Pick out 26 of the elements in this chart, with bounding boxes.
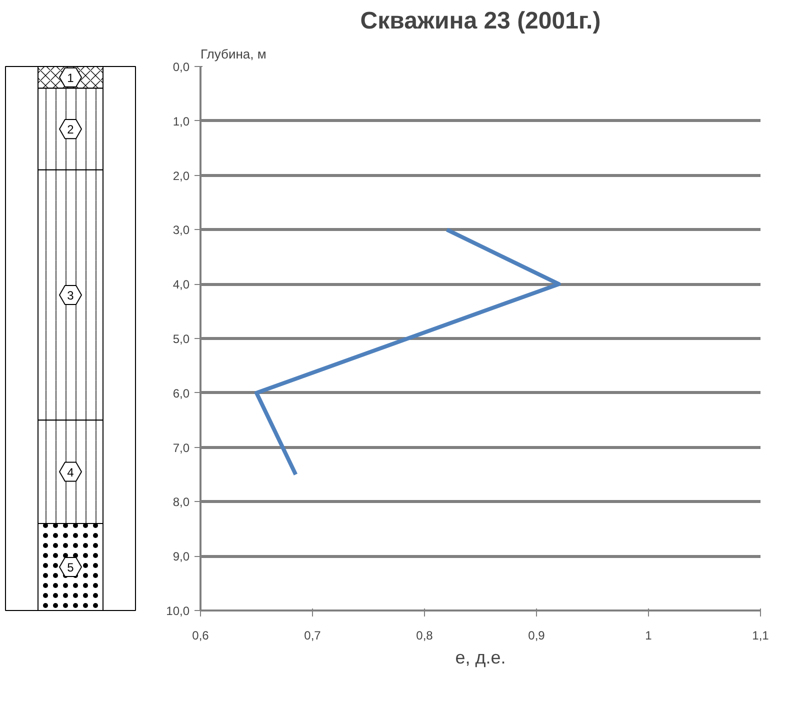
y-tick-label: 10,0 xyxy=(166,604,190,618)
series-label: 3 xyxy=(67,288,74,302)
y-axis-title: Глубина, м xyxy=(200,46,266,62)
series-label: 5 xyxy=(67,560,74,574)
y-tick-label: 2,0 xyxy=(172,168,190,183)
x-tick-label: 0,7 xyxy=(304,628,322,642)
y-tick-label: 1,0 xyxy=(172,114,190,128)
series-label: 2 xyxy=(67,122,74,137)
x-tick-label: 1,1 xyxy=(752,628,770,642)
y-tick-label: 7,0 xyxy=(172,440,190,455)
x-tick-label: 0,8 xyxy=(416,628,434,642)
x-axis-title: е, д.е. xyxy=(455,648,506,668)
x-tick-label: 1 xyxy=(645,628,652,642)
line-series xyxy=(254,228,561,476)
y-tick-label: 9,0 xyxy=(172,550,190,564)
y-tick-label: 8,0 xyxy=(172,495,190,510)
chart-title: Скважина 23 (2001г.) xyxy=(360,8,601,34)
y-tick-label: 0,0 xyxy=(172,60,190,74)
series-label: 4 xyxy=(67,465,74,480)
y-tick-label: 3,0 xyxy=(172,223,190,238)
series-label: 1 xyxy=(67,70,74,85)
y-tick-label: 5,0 xyxy=(172,332,190,346)
x-tick-label: 0,6 xyxy=(192,628,210,642)
x-tick-label: 0,9 xyxy=(528,628,546,642)
y-tick-label: 4,0 xyxy=(172,278,190,292)
y-tick-label: 6,0 xyxy=(172,386,190,400)
